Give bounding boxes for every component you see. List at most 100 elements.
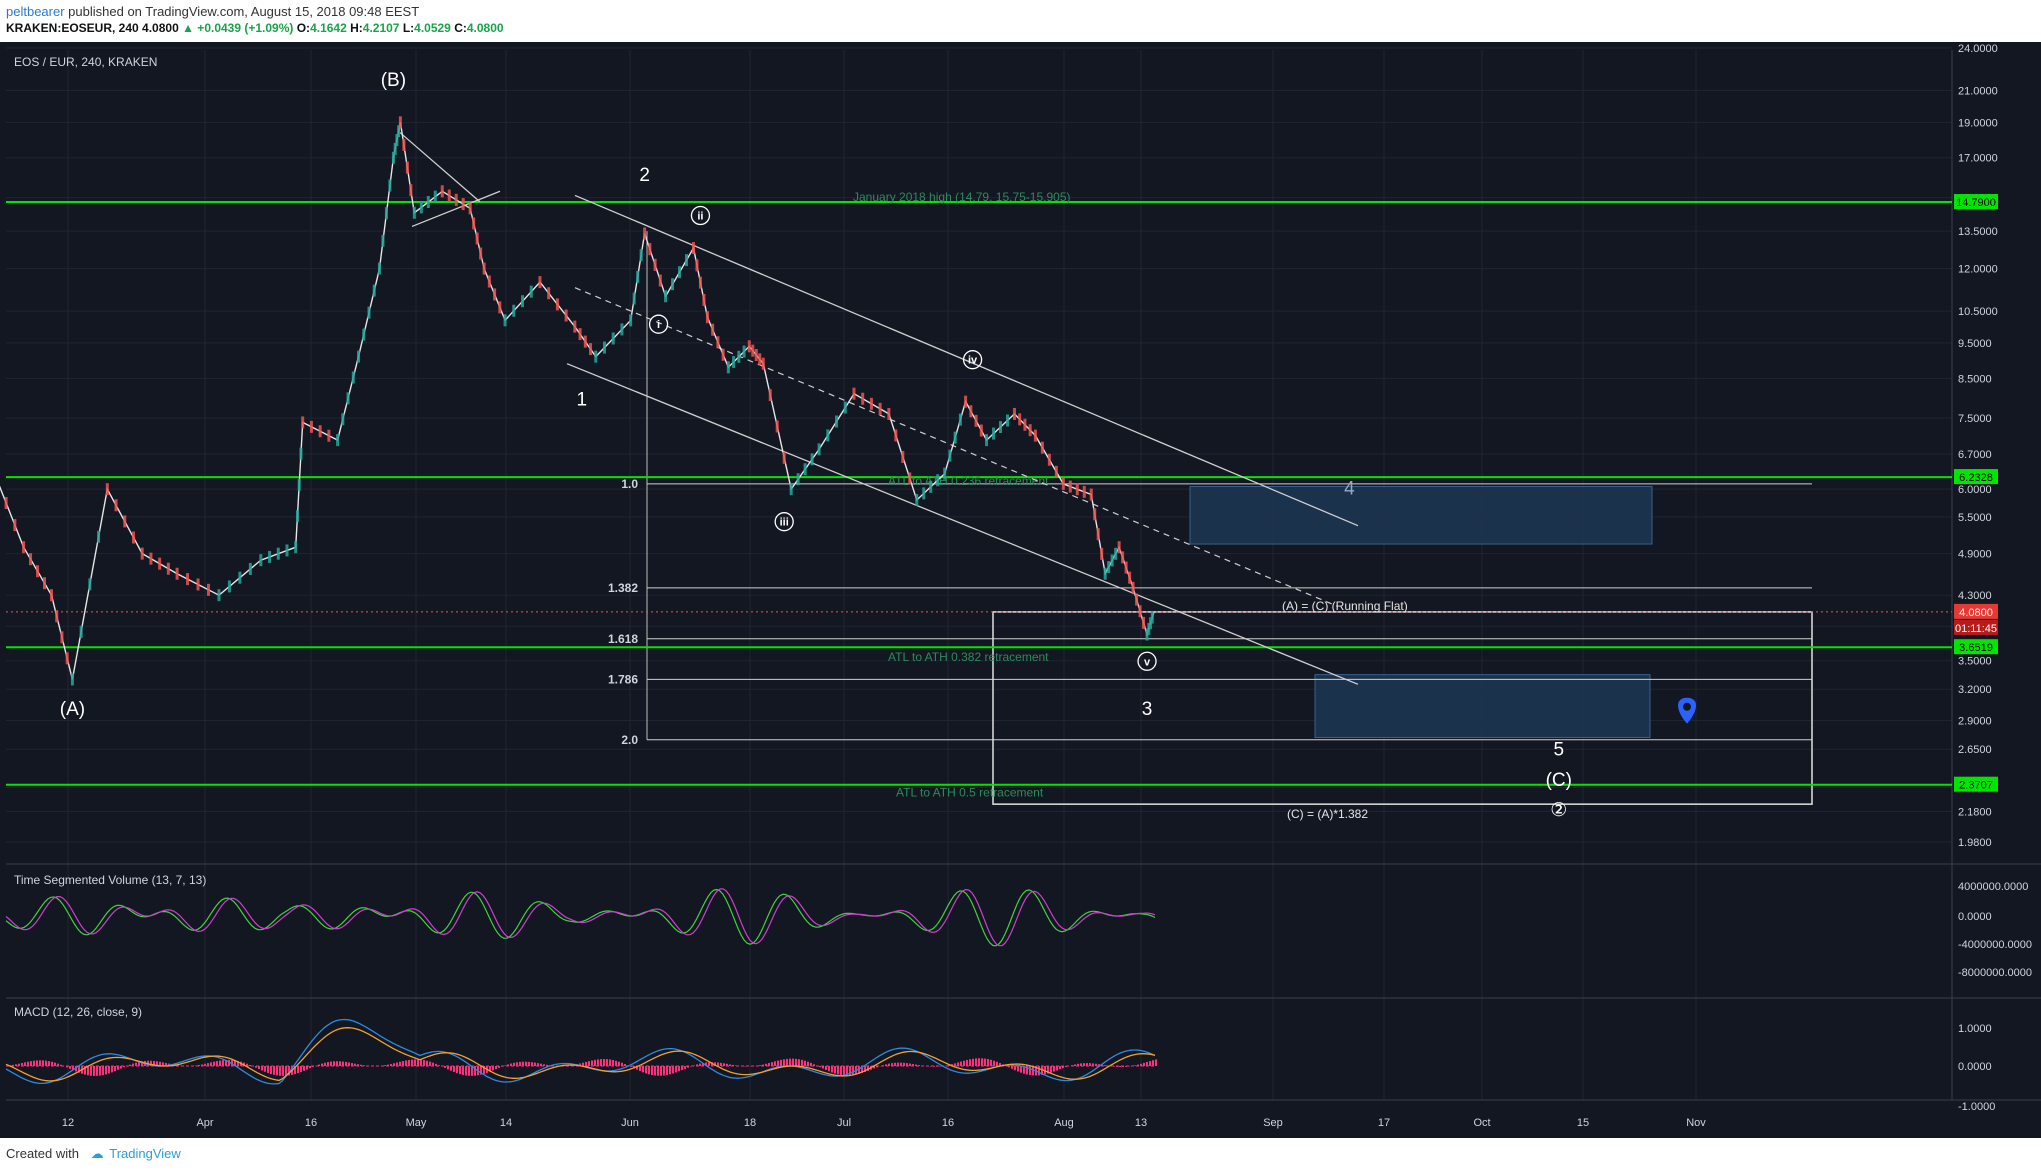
candle bbox=[55, 610, 59, 623]
macd-histogram-bar bbox=[531, 1062, 533, 1066]
candle bbox=[512, 304, 516, 317]
macd-histogram-bar bbox=[318, 1064, 320, 1066]
macd-histogram-bar bbox=[528, 1061, 530, 1066]
candle bbox=[1121, 551, 1125, 564]
macd-histogram-bar bbox=[441, 1066, 443, 1067]
price-tick-label: 3.5000 bbox=[1958, 656, 1992, 668]
candle bbox=[1138, 605, 1142, 618]
candle bbox=[472, 217, 476, 230]
macd-histogram-bar bbox=[165, 1062, 167, 1066]
candle bbox=[861, 392, 865, 405]
candle bbox=[238, 571, 242, 584]
candle bbox=[393, 142, 397, 155]
macd-histogram-bar bbox=[825, 1066, 827, 1070]
candle bbox=[140, 547, 144, 560]
macd-histogram-bar bbox=[1062, 1066, 1064, 1069]
macd-histogram-bar bbox=[1119, 1066, 1121, 1067]
macd-histogram-bar bbox=[159, 1061, 161, 1066]
macd-histogram-bar bbox=[57, 1063, 59, 1066]
candle bbox=[648, 243, 652, 256]
annotation-text: (C) = (A)*1.382 bbox=[1287, 807, 1368, 821]
tradingview-logo-icon[interactable]: ☁ bbox=[90, 1146, 104, 1161]
time-tick-label: Nov bbox=[1686, 1117, 1706, 1129]
price-tick-label: 24.0000 bbox=[1958, 43, 1998, 55]
price-tick-label: 4.9000 bbox=[1958, 549, 1992, 561]
low-label: L: bbox=[402, 21, 415, 35]
macd-histogram-bar bbox=[324, 1062, 326, 1066]
macd-histogram-bar bbox=[1071, 1065, 1073, 1066]
candle bbox=[1082, 485, 1086, 498]
candle bbox=[487, 275, 491, 288]
candle bbox=[493, 288, 497, 301]
candle bbox=[629, 314, 633, 327]
macd-histogram-bar bbox=[36, 1060, 38, 1066]
macd-histogram-bar bbox=[933, 1066, 935, 1067]
macd-histogram-bar bbox=[609, 1059, 611, 1066]
wave-label-circle bbox=[1137, 651, 1157, 671]
candle bbox=[964, 395, 968, 408]
chart-area[interactable]: 24.000021.000019.000017.000015.000013.50… bbox=[0, 42, 2041, 1138]
candle bbox=[482, 262, 486, 275]
candle bbox=[131, 531, 135, 544]
current-price-tag: 4.0800 bbox=[1959, 607, 1993, 619]
candle bbox=[49, 589, 53, 602]
candle bbox=[426, 196, 430, 209]
chart-svg[interactable]: 24.000021.000019.000017.000015.000013.50… bbox=[0, 42, 2041, 1138]
wave-label-circle bbox=[774, 512, 794, 532]
tradingview-brand[interactable]: TradingView bbox=[109, 1146, 181, 1161]
macd-histogram-bar bbox=[639, 1066, 641, 1072]
time-tick-label: Oct bbox=[1473, 1117, 1490, 1129]
macd-histogram-bar bbox=[516, 1062, 518, 1066]
macd-histogram-bar bbox=[1140, 1063, 1142, 1066]
author-link[interactable]: peltbearer bbox=[6, 4, 65, 19]
candle bbox=[295, 510, 299, 523]
volume-tick-label: 4000000.0000 bbox=[1958, 881, 2028, 893]
candle bbox=[341, 413, 345, 426]
macd-histogram-bar bbox=[282, 1066, 284, 1076]
macd-histogram-bar bbox=[819, 1066, 821, 1068]
macd-histogram-bar bbox=[693, 1065, 695, 1066]
macd-histogram-bar bbox=[909, 1063, 911, 1066]
candle bbox=[166, 562, 170, 575]
macd-histogram-bar bbox=[117, 1066, 119, 1070]
price-tick-label: 6.7000 bbox=[1958, 449, 1992, 461]
macd-histogram-bar bbox=[657, 1066, 659, 1076]
candle bbox=[1131, 581, 1135, 594]
macd-histogram-bar bbox=[249, 1064, 251, 1066]
macd-histogram-bar bbox=[48, 1061, 50, 1066]
macd-histogram-bar bbox=[354, 1063, 356, 1066]
macd-histogram-bar bbox=[996, 1061, 998, 1066]
candle bbox=[402, 138, 406, 151]
macd-histogram-bar bbox=[462, 1066, 464, 1075]
macd-histogram-bar bbox=[1152, 1060, 1154, 1066]
macd-histogram-bar bbox=[1155, 1059, 1157, 1066]
candle bbox=[742, 345, 746, 358]
macd-histogram-bar bbox=[702, 1062, 704, 1066]
macd-histogram-bar bbox=[954, 1063, 956, 1066]
macd-histogram-bar bbox=[597, 1059, 599, 1066]
candle bbox=[643, 227, 647, 240]
candle bbox=[538, 276, 542, 289]
macd-histogram-bar bbox=[768, 1062, 770, 1066]
wave4-target-box bbox=[1189, 486, 1653, 545]
macd-tick-label: 0.0000 bbox=[1958, 1061, 1992, 1073]
candle bbox=[149, 552, 153, 565]
candle bbox=[362, 328, 366, 341]
price-tick-label: 10.5000 bbox=[1958, 306, 1998, 318]
macd-histogram-bar bbox=[984, 1058, 986, 1066]
macd-histogram-bar bbox=[975, 1058, 977, 1066]
candle bbox=[782, 451, 786, 464]
macd-histogram-bar bbox=[585, 1061, 587, 1066]
time-tick-label: Jul bbox=[837, 1117, 851, 1129]
wave-label: 4 bbox=[1344, 479, 1355, 500]
macd-histogram-bar bbox=[114, 1066, 116, 1072]
macd-histogram-bar bbox=[45, 1060, 47, 1066]
candle bbox=[227, 580, 231, 593]
candle bbox=[114, 499, 118, 512]
candle bbox=[503, 314, 507, 327]
candle bbox=[309, 420, 313, 433]
macd-panel-title: MACD (12, 26, close, 9) bbox=[14, 1005, 142, 1019]
macd-histogram-bar bbox=[1077, 1063, 1079, 1066]
macd-histogram-bar bbox=[237, 1060, 239, 1066]
macd-histogram-bar bbox=[309, 1066, 311, 1069]
